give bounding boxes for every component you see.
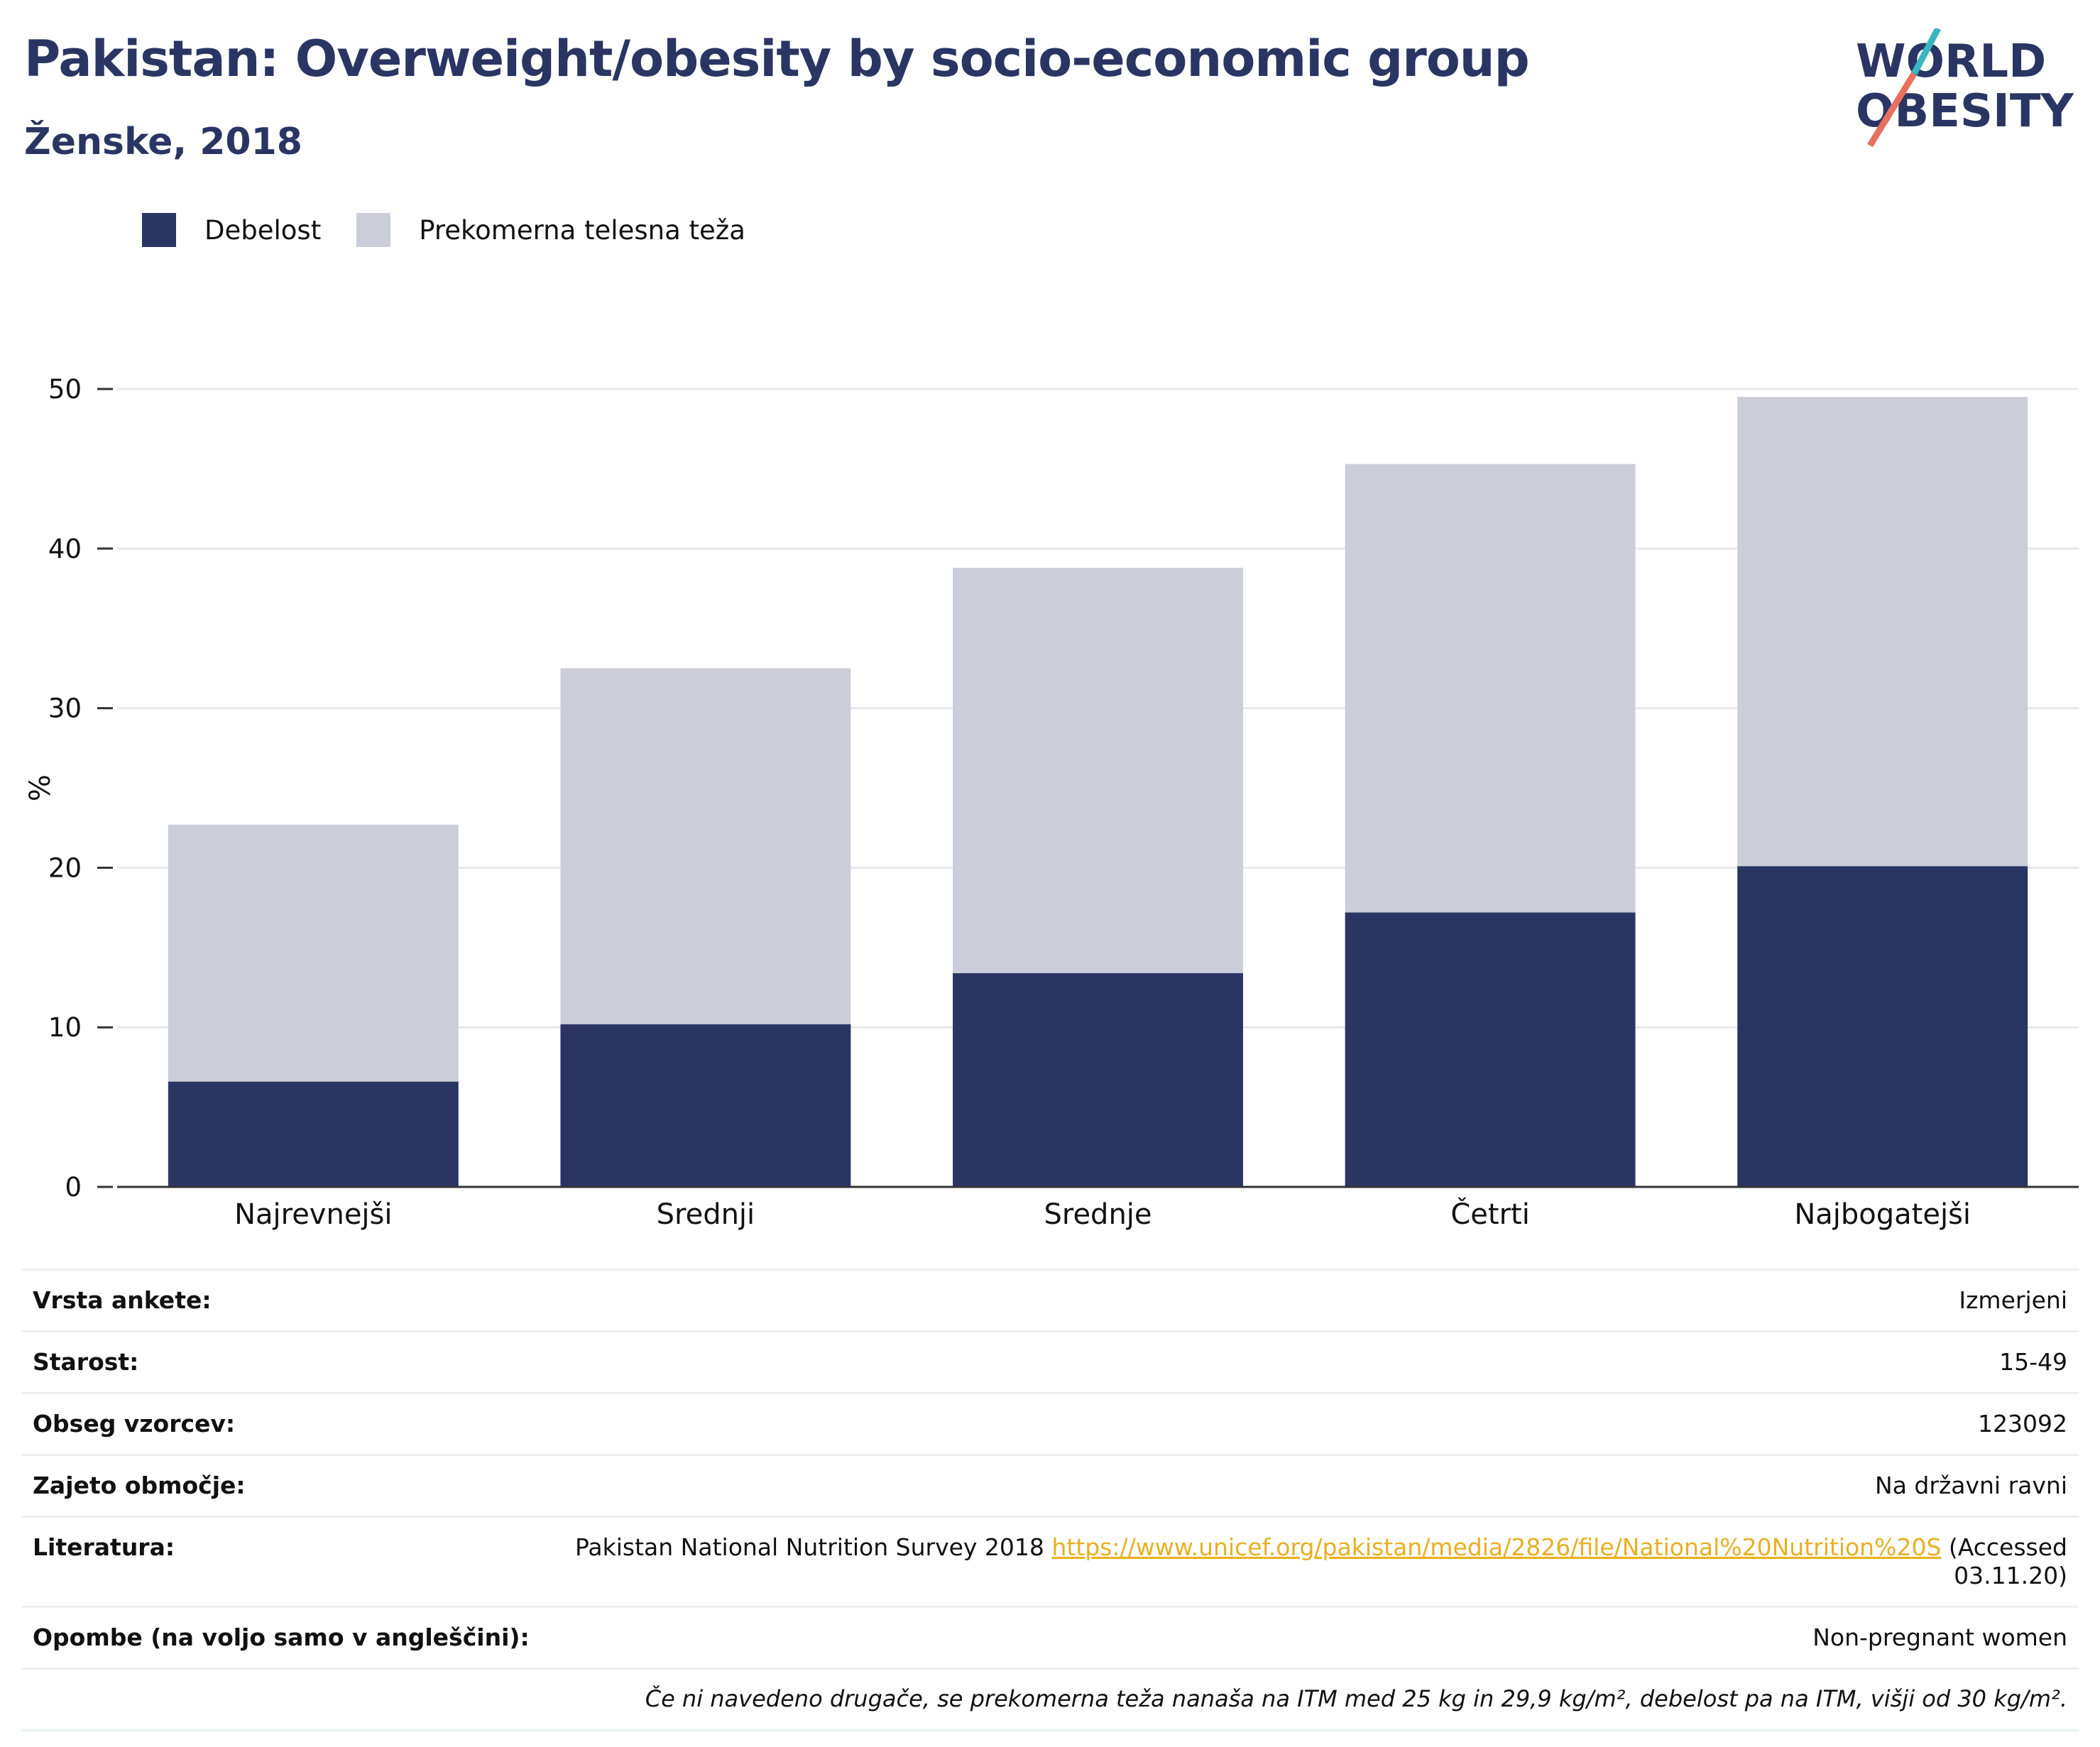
- y-tick-label: 30: [48, 694, 82, 724]
- meta-key: Zajeto območje:: [33, 1472, 246, 1499]
- meta-key: Starost:: [33, 1348, 139, 1376]
- y-tick-label: 20: [48, 853, 82, 883]
- chart-title: Pakistan: Overweight/obesity by socio-ec…: [24, 30, 1530, 88]
- y-tick-label: 0: [65, 1172, 82, 1203]
- bar-obesity-4: [1737, 866, 2028, 1187]
- meta-key: Vrsta ankete:: [33, 1286, 212, 1314]
- logo-word-world: WORLD: [1856, 35, 2046, 88]
- meta-row-notes: Opombe (na voljo samo v angleščini): Non…: [21, 1606, 2079, 1667]
- meta-row-survey-type: Vrsta ankete: Izmerjeni: [21, 1269, 2079, 1330]
- stacked-bar-chart: 0 10 20 30 40 50% Najrevnejši Srednji Srednje Čet…: [24, 374, 2079, 1231]
- legend-item-prekomerna[interactable]: Prekomerna telesna teža: [356, 213, 745, 247]
- meta-value-literature: Pakistan National Nutrition Survey 2018 …: [541, 1533, 2067, 1590]
- literature-link[interactable]: https://www.unicef.org/pakistan/media/28…: [1051, 1533, 1942, 1561]
- legend-swatch-prekomerna: [356, 213, 391, 247]
- chart-subtitle: Ženske, 2018: [24, 121, 302, 163]
- bar-obesity-3: [1345, 912, 1636, 1187]
- meta-key: Literatura:: [33, 1533, 175, 1561]
- meta-value: 15-49: [1999, 1348, 2067, 1376]
- world-obesity-logo: WORLD OBESITY: [1856, 28, 2074, 148]
- meta-row-age: Starost: 15-49: [21, 1330, 2079, 1392]
- meta-key: Opombe (na voljo samo v angleščini):: [33, 1623, 530, 1651]
- literature-accessed: (Accessed 03.11.20): [1948, 1533, 2067, 1589]
- meta-row-literature: Literatura: Pakistan National Nutrition …: [21, 1516, 2079, 1606]
- legend-label-debelost: Debelost: [204, 214, 322, 246]
- logo-slash-teal: [1911, 28, 1941, 76]
- footnote: Če ni navedeno drugače, se prekomerna te…: [21, 1667, 2079, 1731]
- bar-overweight-4: [1737, 397, 2028, 867]
- meta-row-area-covered: Zajeto območje: Na državni ravni: [21, 1454, 2079, 1516]
- meta-value: 123092: [1978, 1410, 2067, 1437]
- bar-overweight-1: [560, 668, 851, 1024]
- x-tick-label: Najrevnejši: [234, 1198, 392, 1231]
- bar-overweight-3: [1345, 464, 1636, 913]
- x-tick-label: Četrti: [1450, 1197, 1529, 1231]
- literature-text: Pakistan National Nutrition Survey 2018: [575, 1533, 1044, 1561]
- legend-swatch-debelost: [142, 213, 176, 247]
- bar-obesity-2: [953, 973, 1243, 1187]
- y-axis-label: %: [24, 774, 57, 801]
- bar-obesity-0: [168, 1081, 459, 1187]
- x-tick-label: Srednje: [1044, 1198, 1152, 1231]
- y-tick-label: 40: [48, 534, 82, 564]
- y-tick-label: 10: [48, 1012, 82, 1043]
- legend-item-debelost[interactable]: Debelost: [142, 213, 321, 247]
- meta-row-sample-size: Obseg vzorcev: 123092: [21, 1392, 2079, 1454]
- bar-overweight-0: [168, 824, 459, 1082]
- meta-value: Non-pregnant women: [1812, 1623, 2067, 1651]
- y-tick-label: 50: [48, 374, 82, 405]
- chart-legend: Debelost Prekomerna telesna teža: [142, 212, 781, 248]
- logo-slash-coral: [1867, 72, 1917, 148]
- meta-value: Na državni ravni: [1875, 1472, 2067, 1499]
- meta-key: Obseg vzorcev:: [33, 1410, 236, 1437]
- legend-label-prekomerna: Prekomerna telesna teža: [419, 214, 745, 246]
- survey-metadata-table: Vrsta ankete: Izmerjeni Starost: 15-49 O…: [21, 1269, 2079, 1731]
- bar-obesity-1: [560, 1024, 851, 1187]
- x-tick-label: Najbogatejši: [1794, 1198, 1971, 1231]
- meta-value: Izmerjeni: [1959, 1286, 2067, 1314]
- x-tick-label: Srednji: [657, 1198, 755, 1231]
- bar-overweight-2: [953, 567, 1243, 973]
